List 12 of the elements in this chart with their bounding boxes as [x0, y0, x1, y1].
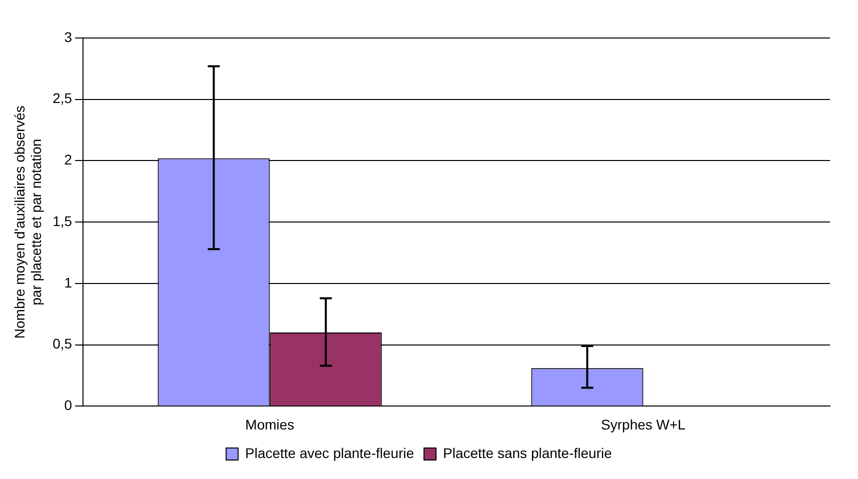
y-tick-label: 1,5	[52, 212, 72, 229]
legend-label: Placette avec plante-fleurie	[245, 444, 414, 461]
y-tick-label: 1	[64, 274, 72, 290]
y-tick-label: 2,5	[52, 90, 72, 106]
x-tick-label: Syrphes W+L	[601, 416, 686, 432]
y-tick-label: 2	[64, 152, 72, 168]
y-tick-label: 0,5	[52, 336, 72, 352]
legend-label: Placette sans plante-fleurie	[443, 444, 612, 461]
y-tick-label: 3	[64, 28, 72, 45]
y-axis-title: Nombre moyen d'auxiliaires observés par placette et par notation	[11, 106, 44, 339]
y-tick-label: 0	[64, 397, 72, 414]
x-tick-label: Momies	[245, 416, 294, 432]
